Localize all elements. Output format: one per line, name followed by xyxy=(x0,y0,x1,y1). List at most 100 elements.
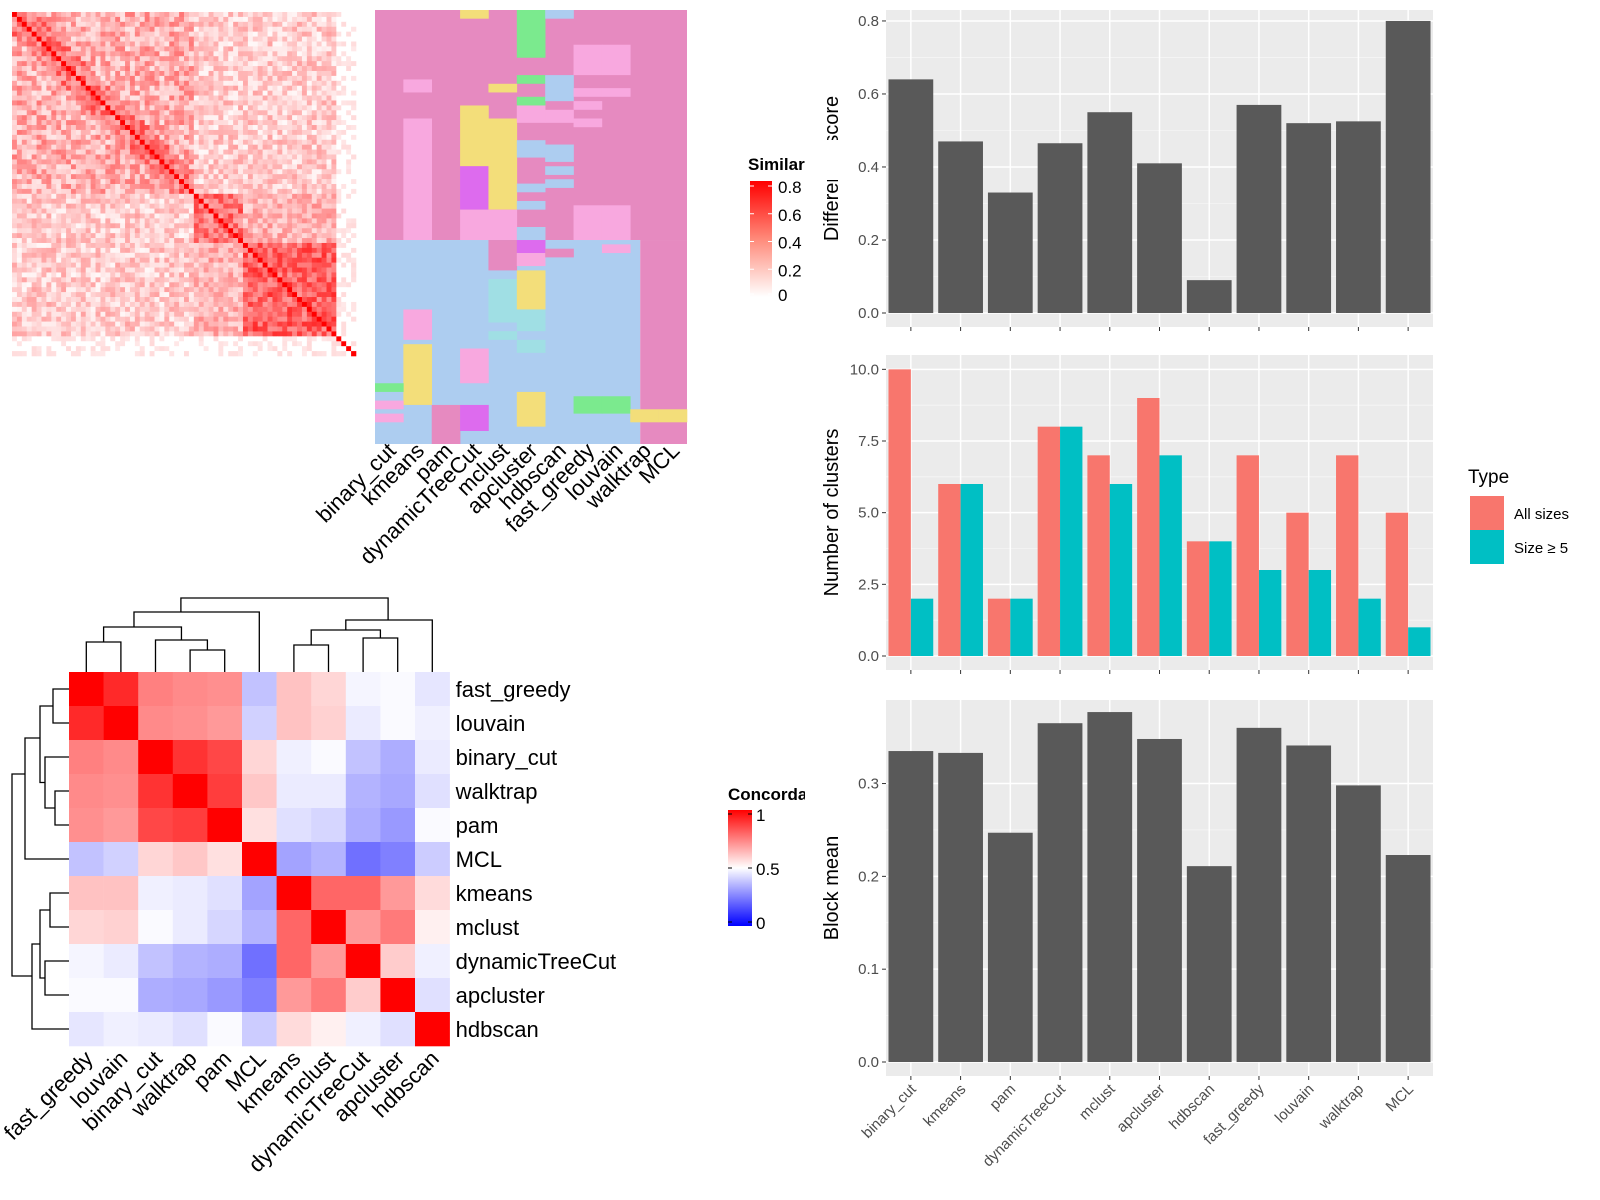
similarity-cell xyxy=(100,16,106,23)
similarity-cell xyxy=(95,56,101,62)
similarity-cell xyxy=(80,316,87,322)
similarity-cell xyxy=(184,247,190,254)
similarity-cell xyxy=(252,297,259,303)
similarity-cell xyxy=(179,213,185,219)
similarity-cell xyxy=(218,297,224,303)
similarity-cell xyxy=(262,51,268,57)
similarity-cell xyxy=(336,208,342,214)
similarity-cell xyxy=(213,267,219,273)
similarity-cell xyxy=(51,193,57,200)
similarity-cell xyxy=(36,66,42,72)
similarity-cell xyxy=(144,154,150,160)
similarity-cell xyxy=(223,12,229,18)
similarity-cell xyxy=(287,326,293,332)
similarity-cell xyxy=(198,252,204,259)
similarity-cell xyxy=(257,306,263,313)
similarity-cell xyxy=(193,125,200,131)
similarity-cell xyxy=(208,110,214,116)
similarity-cell xyxy=(144,61,150,67)
similarity-cell xyxy=(257,257,263,263)
similarity-cell xyxy=(70,134,77,141)
similarity-cell xyxy=(336,262,342,268)
similarity-cell xyxy=(85,12,91,18)
similarity-cell xyxy=(21,287,28,293)
similarity-cell xyxy=(297,301,303,308)
similarity-cell xyxy=(16,26,23,32)
similarity-cell xyxy=(125,301,131,308)
similarity-cell xyxy=(85,208,91,214)
similarity-cell xyxy=(149,198,155,204)
similarity-cell xyxy=(26,16,32,23)
similarity-cell xyxy=(326,41,332,47)
similarity-cell xyxy=(184,351,190,357)
similarity-cell xyxy=(95,203,101,209)
similarity-cell xyxy=(331,12,337,18)
similarity-cell xyxy=(66,297,72,303)
similarity-cell xyxy=(56,164,62,170)
similarity-cell xyxy=(188,346,195,352)
similarity-cell xyxy=(139,228,145,234)
similarity-cell xyxy=(188,193,195,200)
similarity-cell xyxy=(282,292,288,298)
similarity-cell xyxy=(208,56,214,62)
similarity-cell xyxy=(184,164,190,170)
similarity-cell xyxy=(297,179,303,185)
similarity-cell xyxy=(51,233,57,239)
similarity-cell xyxy=(203,100,209,106)
similarity-cell xyxy=(31,301,37,308)
similarity-cell xyxy=(134,21,141,28)
similarity-cell xyxy=(326,233,332,239)
similarity-cell xyxy=(287,56,293,62)
similarity-cell xyxy=(90,351,96,357)
similarity-cell xyxy=(61,341,67,347)
similarity-cell xyxy=(297,169,303,175)
similarity-cell xyxy=(46,164,52,170)
similarity-cell xyxy=(223,257,229,263)
similarity-cell xyxy=(257,174,263,180)
similarity-cell xyxy=(134,238,141,244)
similarity-cell xyxy=(159,228,165,234)
similarity-cell xyxy=(125,321,131,327)
similarity-cell xyxy=(238,169,244,175)
similarity-cell xyxy=(16,311,23,317)
similarity-cell xyxy=(21,341,28,347)
similarity-cell xyxy=(164,75,170,82)
similarity-cell xyxy=(336,188,342,195)
similarity-cell xyxy=(16,228,23,234)
similarity-cell xyxy=(331,105,337,111)
similarity-cell xyxy=(233,198,239,204)
similarity-cell xyxy=(238,70,244,77)
similarity-cell xyxy=(218,351,224,357)
similarity-cell xyxy=(174,169,180,175)
similarity-cell xyxy=(21,120,28,126)
similarity-cell xyxy=(80,336,87,342)
similarity-cell xyxy=(66,169,72,175)
similarity-cell xyxy=(134,26,141,32)
similarity-cell xyxy=(75,282,82,288)
similarity-cell xyxy=(12,110,18,116)
similarity-cell xyxy=(321,56,327,62)
similarity-cell xyxy=(262,12,268,18)
similarity-cell xyxy=(203,149,209,155)
similarity-cell xyxy=(154,169,160,175)
similarity-cell xyxy=(61,41,67,47)
similarity-cell xyxy=(174,346,180,352)
similarity-cell xyxy=(51,110,57,116)
similarity-cell xyxy=(252,242,259,249)
similarity-cell xyxy=(159,277,165,283)
similarity-cell xyxy=(41,297,47,303)
similarity-cell xyxy=(139,174,145,180)
similarity-cell xyxy=(164,80,170,87)
similarity-cell xyxy=(144,238,150,244)
assignment-cell xyxy=(573,396,603,414)
similarity-cell xyxy=(346,208,352,214)
similarity-cell xyxy=(179,257,185,263)
similarity-cell xyxy=(100,306,106,313)
similarity-cell xyxy=(282,311,288,317)
similarity-cell xyxy=(154,70,160,77)
similarity-cell xyxy=(21,223,28,229)
similarity-cell xyxy=(80,31,87,37)
similarity-cell xyxy=(110,272,116,278)
similarity-cell xyxy=(100,105,106,111)
similarity-cell xyxy=(341,16,347,23)
